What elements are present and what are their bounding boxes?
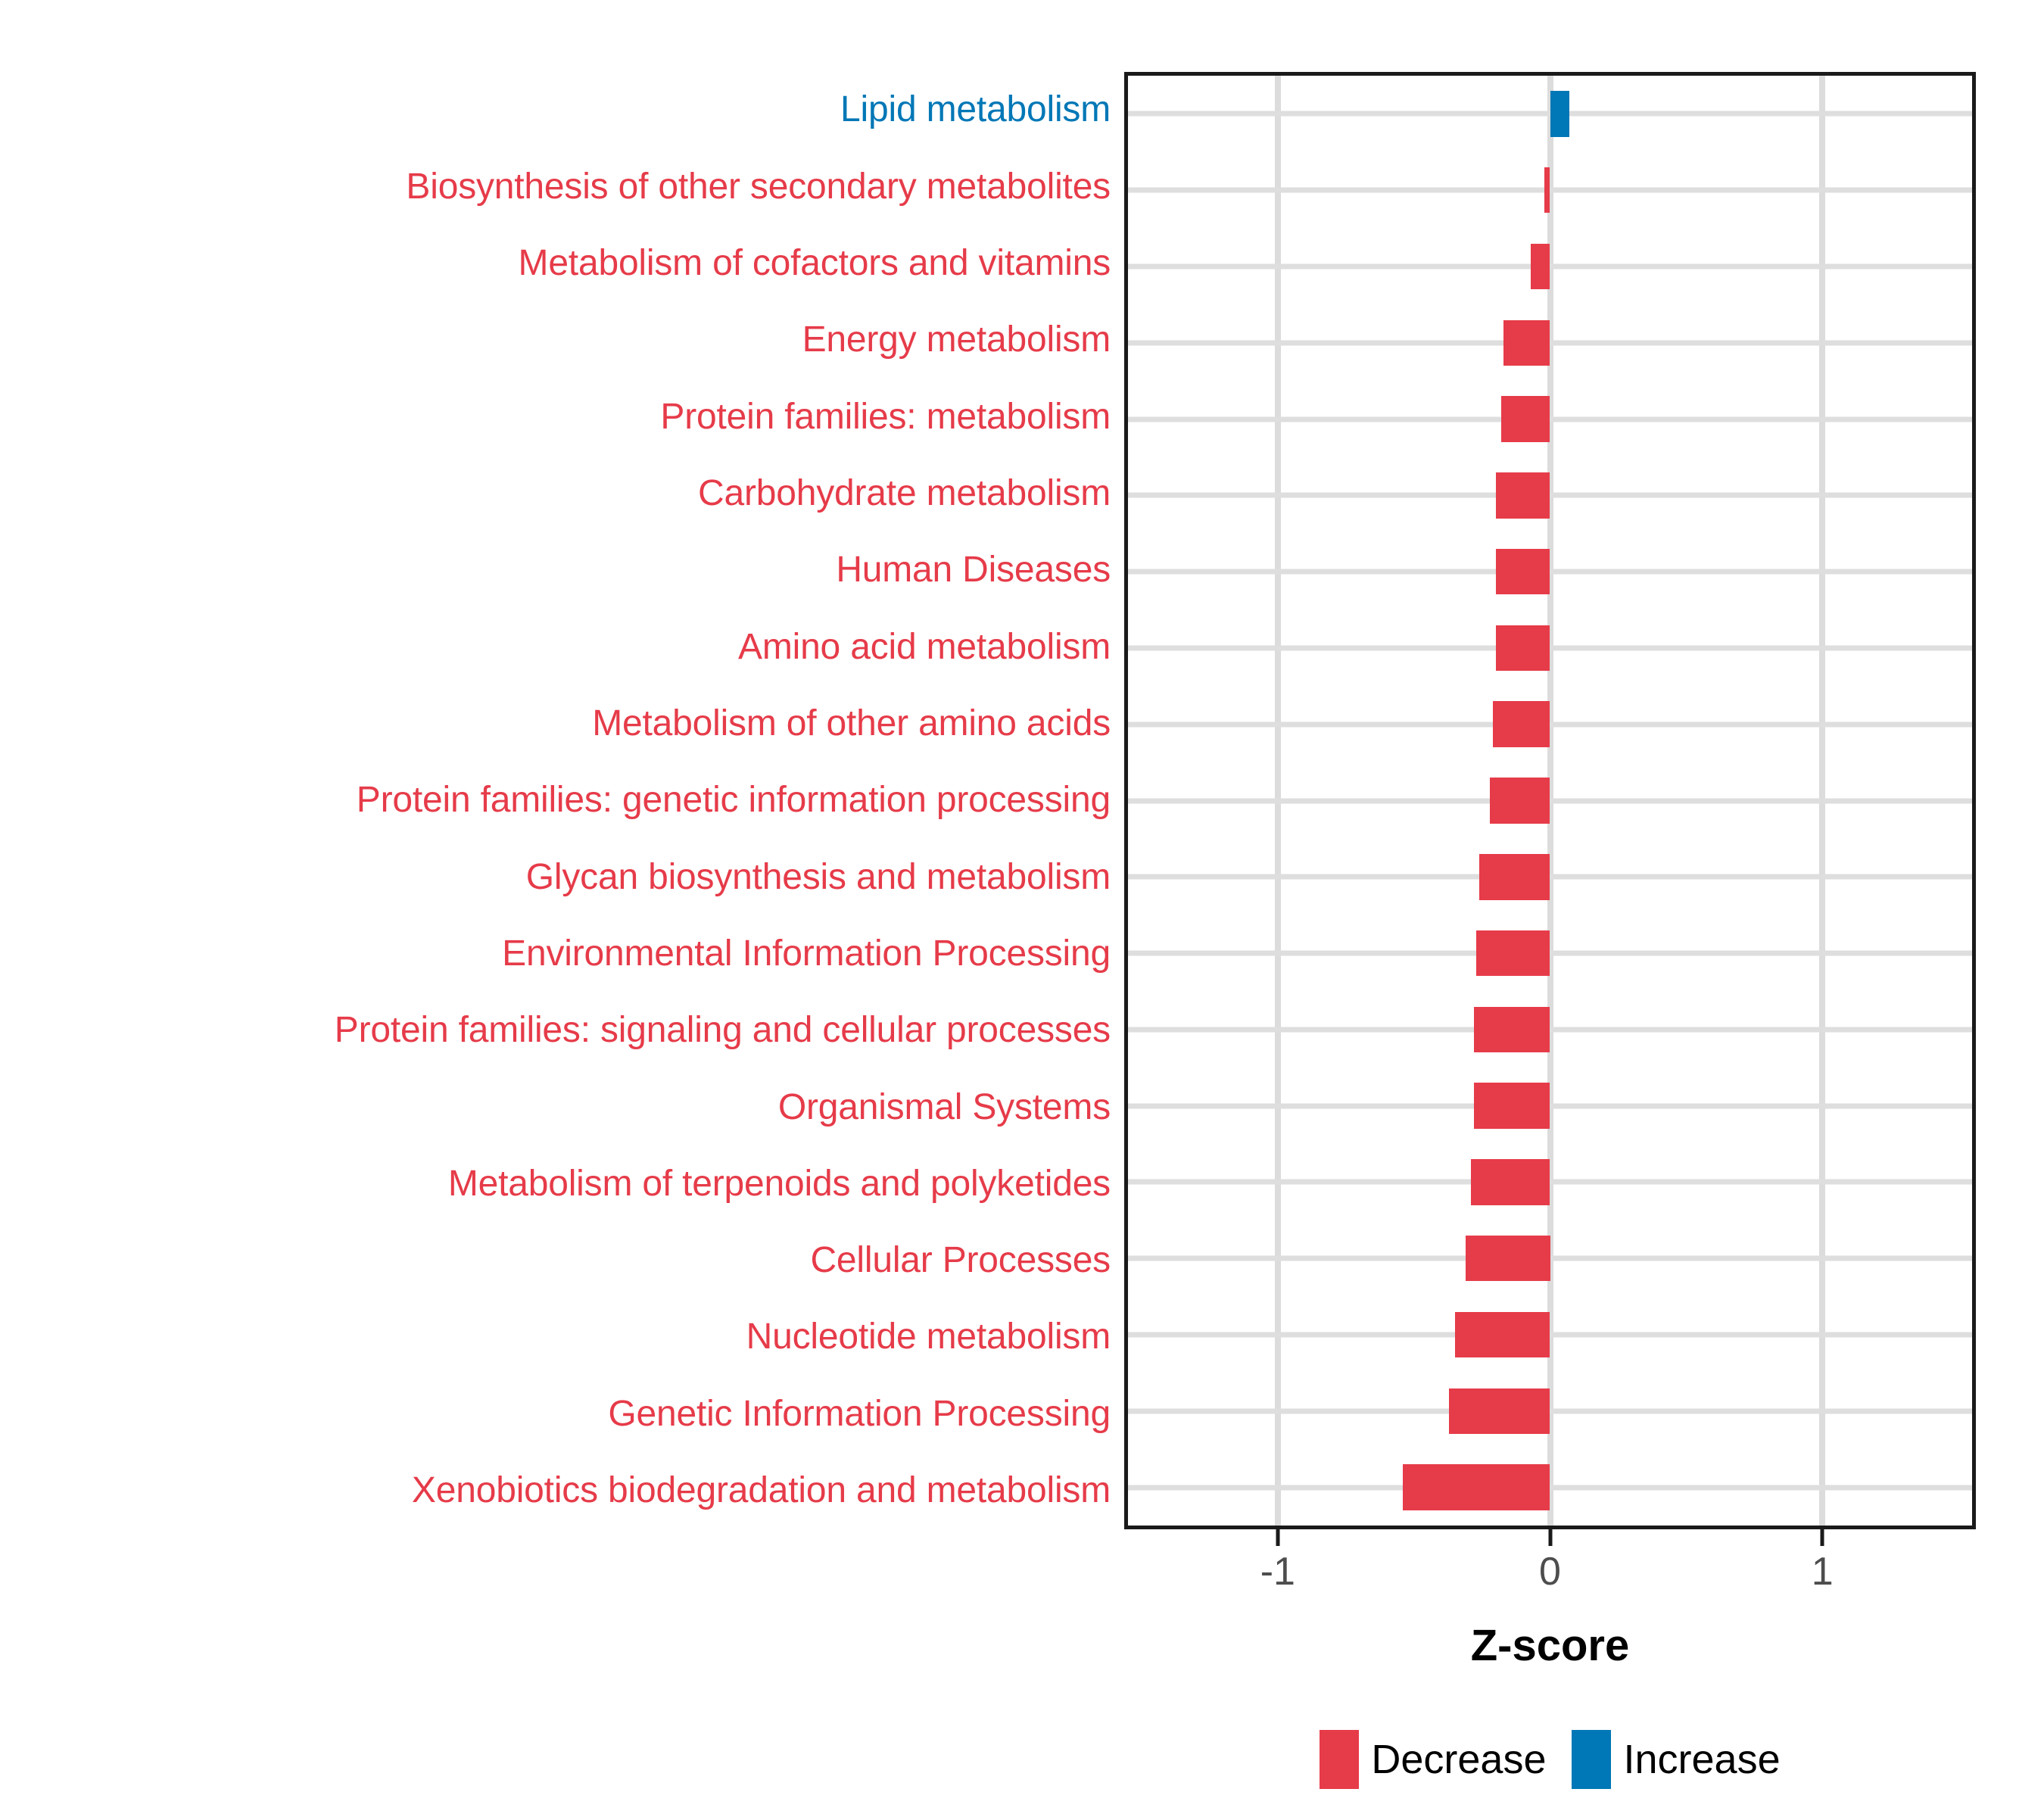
y-axis-label-row: Amino acid metabolism [0, 609, 1124, 685]
horizontal-gridline [1128, 187, 1972, 193]
bar [1495, 625, 1550, 672]
bar [1476, 930, 1550, 977]
x-axis-tick-label: -1 [1260, 1550, 1295, 1594]
horizontal-gridline [1128, 492, 1972, 498]
y-axis-label-row: Biosynthesis of other secondary metaboli… [0, 148, 1124, 225]
y-axis-label-row: Lipid metabolism [0, 72, 1124, 148]
horizontal-gridline [1128, 645, 1972, 651]
y-axis-category-label: Human Diseases [836, 550, 1111, 591]
y-axis-category-label: Energy metabolism [802, 319, 1111, 360]
y-axis-label-row: Metabolism of other amino acids [0, 686, 1124, 762]
y-axis-category-label: Nucleotide metabolism [746, 1317, 1111, 1357]
y-axis-category-label: Protein families: signaling and cellular… [334, 1010, 1111, 1051]
y-axis-category-label: Genetic Information Processing [608, 1393, 1111, 1434]
horizontal-gridline [1128, 416, 1972, 422]
bar [1454, 1311, 1550, 1358]
y-axis-label-row: Energy metabolism [0, 302, 1124, 379]
horizontal-gridline [1128, 1103, 1972, 1109]
bar [1495, 472, 1550, 519]
legend-item: Decrease [1320, 1730, 1546, 1789]
x-axis-ticks: -1 0 1 [1124, 1529, 1976, 1613]
y-axis-label-row: Glycan biosynthesis and metabolism [0, 839, 1124, 915]
y-axis-category-label: Cellular Processes [810, 1240, 1111, 1281]
y-axis-label-row: Genetic Information Processing [0, 1376, 1124, 1452]
bar [1544, 167, 1550, 213]
x-axis-tick-label: 1 [1811, 1550, 1834, 1594]
y-axis-label-row: Xenobiotics biodegradation and metabolis… [0, 1453, 1124, 1529]
bar [1473, 1083, 1550, 1129]
bar [1500, 396, 1550, 442]
y-axis-category-label: Lipid metabolism [840, 89, 1111, 130]
horizontal-gridline [1128, 263, 1972, 270]
y-axis-label-row: Cellular Processes [0, 1223, 1124, 1299]
y-axis-label-row: Organismal Systems [0, 1069, 1124, 1145]
bar [1495, 548, 1550, 595]
horizontal-gridline [1128, 340, 1972, 346]
y-axis-category-label: Organismal Systems [777, 1086, 1111, 1127]
chart-legend: Decrease Increase [1124, 1730, 1976, 1789]
bar [1492, 701, 1550, 747]
y-axis-category-label: Metabolism of cofactors and vitamins [518, 243, 1111, 284]
y-axis-category-label: Metabolism of terpenoids and polyketides [447, 1163, 1111, 1204]
y-axis-category-label: Metabolism of other amino acids [592, 703, 1111, 743]
plot-panel [1124, 72, 1976, 1529]
horizontal-gridline [1128, 1408, 1972, 1414]
horizontal-gridline [1128, 1027, 1972, 1033]
y-axis-category-label: Xenobiotics biodegradation and metabolis… [411, 1470, 1111, 1511]
bar [1449, 1388, 1550, 1435]
y-axis-label-row: Human Diseases [0, 532, 1124, 609]
horizontal-gridline [1128, 1179, 1972, 1185]
y-axis-label-row: Protein families: signaling and cellular… [0, 993, 1124, 1069]
legend-item: Increase [1572, 1730, 1781, 1789]
horizontal-gridline [1128, 722, 1972, 728]
horizontal-gridline [1128, 1485, 1972, 1491]
bar [1550, 91, 1569, 137]
y-axis-category-label: Amino acid metabolism [738, 626, 1111, 667]
bar [1503, 319, 1550, 366]
horizontal-gridline [1128, 874, 1972, 880]
bar [1466, 1236, 1550, 1282]
y-axis-label-row: Nucleotide metabolism [0, 1299, 1124, 1376]
bar [1490, 778, 1550, 824]
horizontal-gridline [1128, 798, 1972, 803]
y-axis-label-row: Protein families: genetic information pr… [0, 762, 1124, 839]
bar [1473, 1006, 1550, 1053]
legend-color-swatch [1320, 1730, 1360, 1789]
x-axis-tick-label: 0 [1539, 1550, 1561, 1594]
x-axis-tick-mark [1548, 1529, 1552, 1546]
horizontal-gridline [1128, 569, 1972, 575]
bar [1531, 243, 1550, 290]
y-axis-category-label: Protein families: genetic information pr… [356, 780, 1111, 821]
y-axis-category-label: Protein families: metabolism [660, 396, 1111, 437]
y-axis-label-row: Carbohydrate metabolism [0, 456, 1124, 532]
bar [1471, 1159, 1550, 1205]
y-axis-label-row: Environmental Information Processing [0, 915, 1124, 992]
x-axis-tick-mark [1820, 1529, 1824, 1546]
horizontal-gridline [1128, 1255, 1972, 1261]
y-axis-category-label: Glycan biosynthesis and metabolism [525, 856, 1111, 897]
legend-label: Decrease [1371, 1737, 1547, 1782]
plot-area [1128, 76, 1972, 1526]
y-axis-label-row: Metabolism of terpenoids and polyketides [0, 1145, 1124, 1222]
legend-label: Increase [1623, 1737, 1781, 1782]
x-axis-tick-mark [1276, 1529, 1280, 1546]
y-axis-label-column: Lipid metabolism Biosynthesis of other se… [0, 72, 1124, 1529]
y-axis-category-label: Environmental Information Processing [502, 933, 1111, 974]
x-axis-title: Z-score [1470, 1621, 1630, 1670]
y-axis-category-label: Biosynthesis of other secondary metaboli… [406, 166, 1111, 207]
bar [1478, 854, 1550, 900]
horizontal-gridline [1128, 950, 1972, 956]
horizontal-gridline [1128, 1332, 1972, 1338]
bar [1403, 1464, 1550, 1510]
y-axis-category-label: Carbohydrate metabolism [698, 473, 1111, 514]
legend-color-swatch [1572, 1730, 1612, 1789]
y-axis-label-row: Metabolism of cofactors and vitamins [0, 226, 1124, 302]
y-axis-label-row: Protein families: metabolism [0, 379, 1124, 455]
